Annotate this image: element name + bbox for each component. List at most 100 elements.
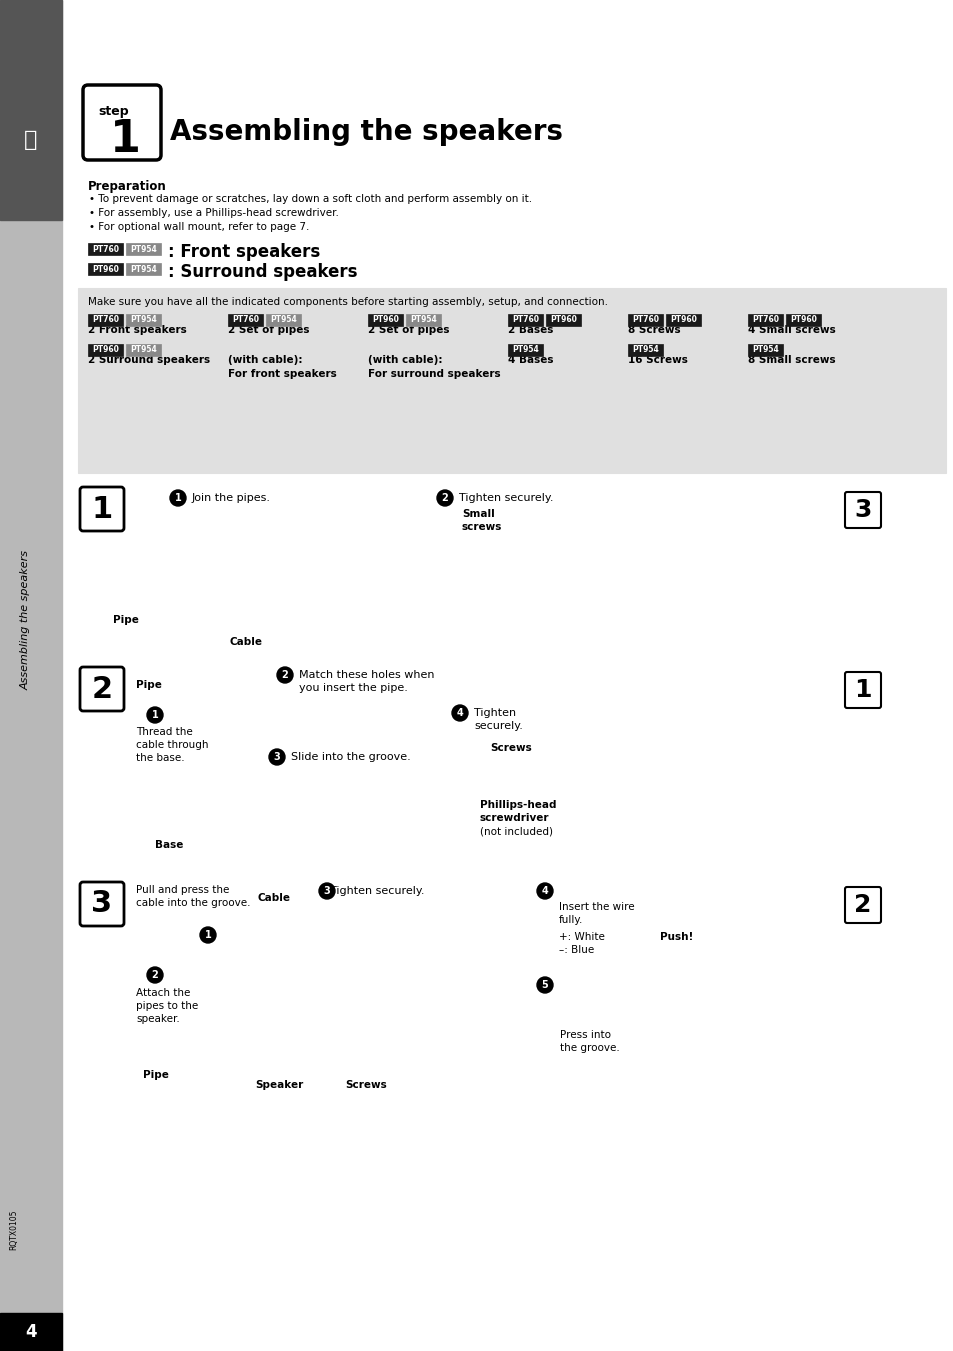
Text: Assembling the speakers: Assembling the speakers — [170, 118, 562, 146]
Bar — [126, 263, 161, 276]
Bar — [0, 0, 62, 220]
Text: Screws: Screws — [345, 1079, 386, 1090]
Text: Pipe: Pipe — [112, 615, 139, 626]
Bar — [78, 480, 832, 650]
Text: 2 Bases: 2 Bases — [507, 326, 553, 335]
Text: Press into: Press into — [559, 1029, 610, 1040]
Text: PT960: PT960 — [669, 316, 697, 324]
Text: 3: 3 — [854, 499, 871, 521]
Text: –: Blue: –: Blue — [558, 944, 594, 955]
Text: Match these holes when: Match these holes when — [298, 670, 434, 680]
Circle shape — [318, 884, 335, 898]
Text: Join the pipes.: Join the pipes. — [192, 493, 271, 503]
Text: 4: 4 — [25, 1323, 37, 1342]
Bar — [88, 263, 123, 276]
Bar — [507, 345, 542, 357]
Text: 1: 1 — [91, 494, 112, 523]
Bar — [126, 263, 161, 276]
Bar — [0, 1313, 62, 1351]
Text: Tighten securely.: Tighten securely. — [330, 886, 424, 896]
Bar — [126, 313, 161, 326]
Text: 16 Screws: 16 Screws — [627, 355, 687, 365]
Text: Tighten securely.: Tighten securely. — [458, 493, 553, 503]
Circle shape — [147, 707, 163, 723]
Text: PT954: PT954 — [751, 346, 778, 354]
Text: For surround speakers: For surround speakers — [368, 369, 500, 380]
Text: 2: 2 — [854, 893, 871, 917]
Text: 4: 4 — [456, 708, 463, 717]
Bar — [747, 313, 782, 326]
Text: 4 Bases: 4 Bases — [507, 355, 553, 365]
Text: • For optional wall mount, refer to page 7.: • For optional wall mount, refer to page… — [89, 222, 309, 232]
Text: 2 Surround speakers: 2 Surround speakers — [88, 355, 210, 365]
Text: the base.: the base. — [136, 753, 185, 763]
Bar — [266, 313, 301, 326]
Text: Attach the: Attach the — [136, 988, 191, 998]
Bar — [88, 345, 123, 357]
Text: PT760: PT760 — [512, 316, 538, 324]
Text: Cable: Cable — [257, 893, 291, 902]
Text: 1: 1 — [204, 929, 212, 940]
Bar — [266, 313, 301, 326]
Text: Phillips-head: Phillips-head — [479, 800, 556, 811]
Text: Cable: Cable — [230, 638, 263, 647]
Bar — [88, 263, 123, 276]
Bar — [627, 345, 662, 357]
Bar — [627, 313, 662, 326]
Bar — [126, 243, 161, 255]
Bar — [406, 313, 440, 326]
Bar — [126, 345, 161, 357]
Bar — [545, 313, 580, 326]
Text: securely.: securely. — [474, 721, 522, 731]
Text: PT954: PT954 — [130, 265, 156, 273]
Bar — [126, 313, 161, 326]
Text: (with cable):: (with cable): — [368, 355, 442, 365]
Bar — [665, 313, 700, 326]
Text: 2 Set of pipes: 2 Set of pipes — [228, 326, 309, 335]
Text: • To prevent damage or scratches, lay down a soft cloth and perform assembly on : • To prevent damage or scratches, lay do… — [89, 195, 532, 204]
Text: 2: 2 — [441, 493, 448, 503]
Text: 5: 5 — [541, 979, 548, 990]
Text: Pull and press the: Pull and press the — [136, 885, 229, 894]
Text: the groove.: the groove. — [559, 1043, 619, 1052]
Bar — [0, 0, 62, 1351]
Bar — [88, 313, 123, 326]
Text: PT960: PT960 — [789, 316, 816, 324]
Text: 8 Screws: 8 Screws — [627, 326, 679, 335]
Circle shape — [200, 927, 215, 943]
Bar — [126, 345, 161, 357]
Circle shape — [537, 977, 553, 993]
Text: 🖊: 🖊 — [24, 130, 38, 150]
Text: PT760: PT760 — [751, 316, 779, 324]
Circle shape — [147, 967, 163, 984]
FancyBboxPatch shape — [844, 671, 880, 708]
Text: PT760: PT760 — [91, 316, 119, 324]
Text: Speaker: Speaker — [254, 1079, 303, 1090]
Text: Pipe: Pipe — [136, 680, 162, 690]
Text: 3: 3 — [91, 889, 112, 919]
FancyBboxPatch shape — [80, 667, 124, 711]
Bar — [747, 313, 782, 326]
Text: PT760: PT760 — [91, 245, 119, 254]
Text: (with cable):: (with cable): — [228, 355, 302, 365]
Bar — [88, 313, 123, 326]
Circle shape — [436, 490, 453, 507]
Bar — [747, 345, 782, 357]
Bar — [785, 313, 821, 326]
Text: 2: 2 — [91, 674, 112, 704]
Bar — [368, 313, 402, 326]
Text: • For assembly, use a Phillips-head screwdriver.: • For assembly, use a Phillips-head scre… — [89, 208, 338, 218]
FancyBboxPatch shape — [80, 882, 124, 925]
Bar — [842, 661, 945, 865]
Text: PT760: PT760 — [232, 316, 258, 324]
Text: screwdriver: screwdriver — [479, 813, 549, 823]
FancyBboxPatch shape — [844, 492, 880, 528]
Text: PT960: PT960 — [92, 265, 119, 273]
Bar — [627, 313, 662, 326]
Text: Tighten: Tighten — [474, 708, 516, 717]
Bar — [507, 345, 542, 357]
Text: fully.: fully. — [558, 915, 583, 925]
Text: PT954: PT954 — [512, 346, 538, 354]
Text: (not included): (not included) — [479, 825, 553, 836]
Text: PT954: PT954 — [270, 316, 296, 324]
